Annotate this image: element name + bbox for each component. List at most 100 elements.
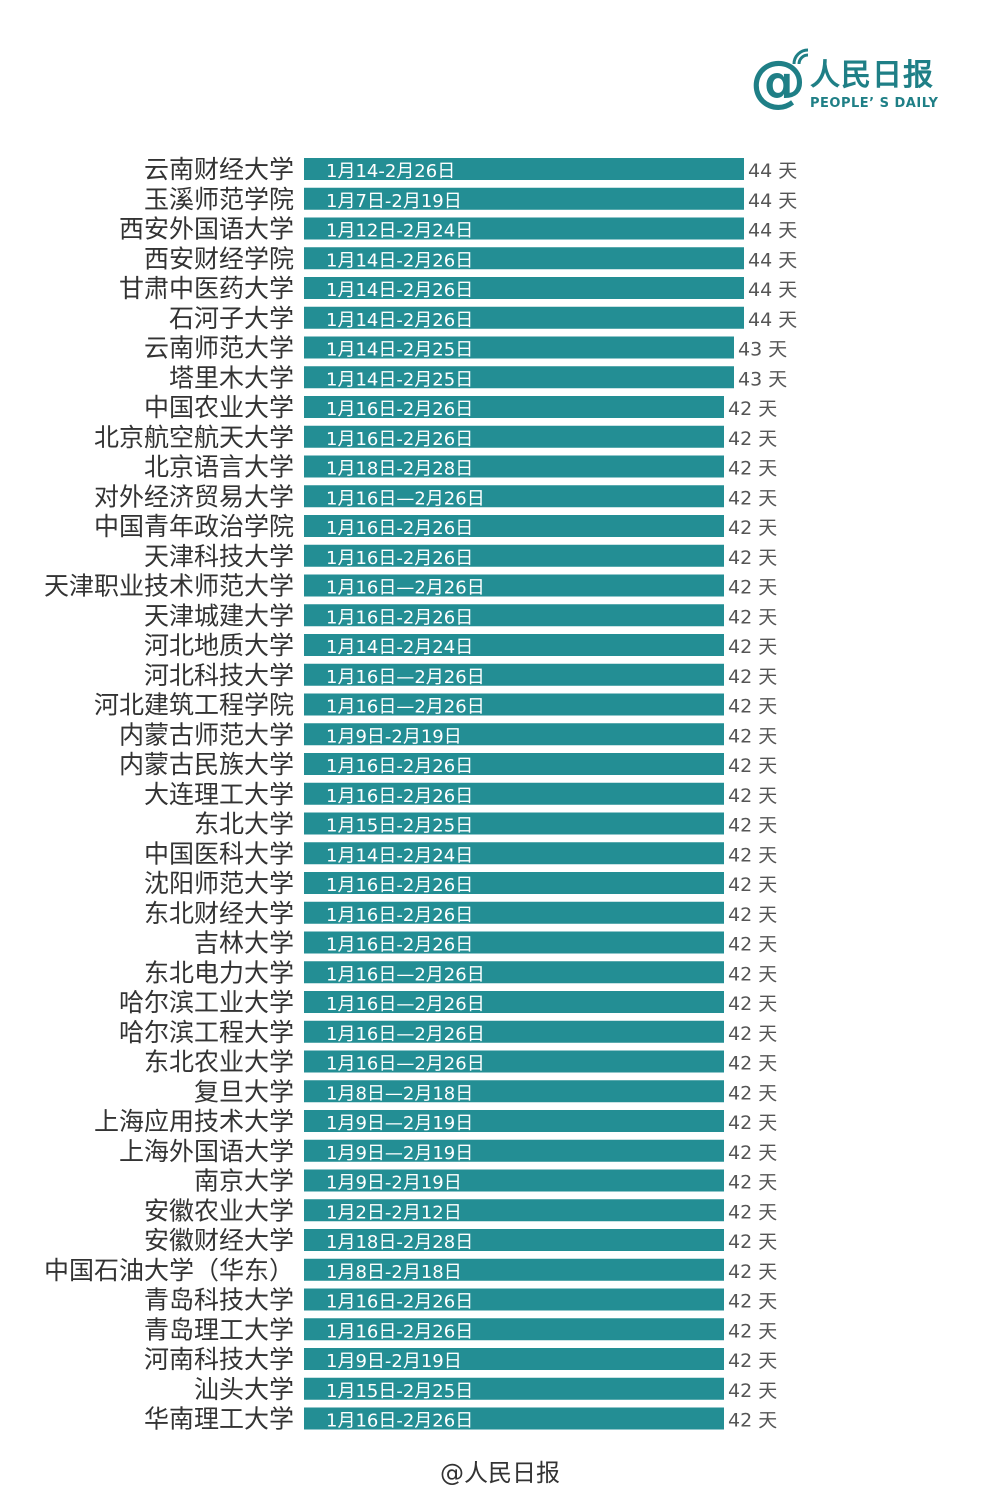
category-label: 哈尔滨工业大学 bbox=[119, 988, 294, 1017]
value-label: 42 天 bbox=[728, 487, 777, 509]
bar bbox=[304, 1348, 724, 1370]
category-label: 云南师范大学 bbox=[144, 334, 294, 363]
date-range-label: 1月16日-2月26日 bbox=[326, 548, 473, 569]
date-range-label: 1月14日-2月26日 bbox=[326, 280, 473, 301]
bar bbox=[304, 1199, 724, 1222]
category-label: 东北大学 bbox=[194, 810, 294, 839]
category-label: 天津科技大学 bbox=[144, 542, 294, 571]
bar bbox=[304, 1020, 724, 1043]
bar bbox=[304, 396, 724, 418]
bar bbox=[304, 277, 744, 299]
category-label: 西安财经学院 bbox=[144, 244, 294, 273]
category-label: 哈尔滨工程大学 bbox=[119, 1018, 294, 1047]
bar bbox=[304, 217, 744, 240]
value-label: 42 天 bbox=[728, 547, 777, 569]
logo-name-en: PEOPLE’ S DAILY bbox=[810, 96, 939, 111]
category-label: 中国医科大学 bbox=[144, 839, 294, 868]
category-label: 东北农业大学 bbox=[144, 1048, 294, 1077]
value-label: 42 天 bbox=[728, 874, 777, 896]
category-label: 甘肃中医药大学 bbox=[119, 274, 294, 303]
category-label: 河北建筑工程学院 bbox=[94, 691, 294, 720]
date-range-label: 1月7日-2月19日 bbox=[326, 191, 462, 212]
category-label: 云南财经大学 bbox=[144, 155, 294, 184]
category-label: 青岛理工大学 bbox=[144, 1315, 294, 1344]
value-label: 42 天 bbox=[728, 1410, 777, 1432]
value-label: 42 天 bbox=[728, 1142, 777, 1164]
bar bbox=[304, 1080, 724, 1103]
category-label: 玉溪师范学院 bbox=[144, 185, 294, 214]
logo-at-mark: @ bbox=[750, 49, 806, 114]
category-label: 沈阳师范大学 bbox=[144, 869, 294, 898]
date-range-label: 1月16日-2月26日 bbox=[326, 905, 473, 926]
value-label: 42 天 bbox=[728, 963, 777, 985]
date-range-label: 1月14日-2月24日 bbox=[326, 637, 473, 658]
value-label: 42 天 bbox=[728, 844, 777, 866]
value-label: 42 天 bbox=[728, 636, 777, 658]
date-range-label: 1月14日-2月24日 bbox=[326, 845, 473, 866]
category-label: 青岛科技大学 bbox=[144, 1286, 294, 1315]
date-range-label: 1月16日-2月26日 bbox=[326, 756, 473, 777]
category-label: 内蒙古师范大学 bbox=[119, 720, 294, 749]
bar bbox=[304, 544, 724, 567]
date-range-label: 1月14日-2月25日 bbox=[326, 340, 473, 361]
value-label: 42 天 bbox=[728, 1350, 777, 1372]
bar bbox=[304, 1258, 724, 1281]
category-label: 中国农业大学 bbox=[144, 393, 294, 422]
value-label: 43 天 bbox=[738, 339, 787, 361]
bar bbox=[304, 574, 724, 597]
date-range-label: 1月16日—2月26日 bbox=[326, 578, 485, 599]
value-label: 42 天 bbox=[728, 696, 777, 718]
category-label: 上海应用技术大学 bbox=[94, 1107, 294, 1136]
category-label: 大连理工大学 bbox=[144, 780, 294, 809]
category-label: 塔里木大学 bbox=[169, 363, 294, 392]
date-range-label: 1月14日-2月25日 bbox=[326, 369, 473, 390]
date-range-label: 1月16日-2月26日 bbox=[326, 399, 473, 420]
category-label: 安徽财经大学 bbox=[144, 1226, 294, 1255]
value-label: 42 天 bbox=[728, 458, 777, 480]
category-label: 南京大学 bbox=[194, 1167, 294, 1196]
category-label: 北京语言大学 bbox=[144, 453, 294, 482]
date-range-label: 1月9日-2月19日 bbox=[326, 1351, 462, 1372]
date-range-label: 1月18日-2月28日 bbox=[326, 1232, 473, 1253]
date-range-label: 1月16日-2月26日 bbox=[326, 875, 473, 896]
value-label: 44 天 bbox=[748, 309, 797, 331]
bar bbox=[304, 842, 724, 865]
bar bbox=[304, 1110, 724, 1132]
bar bbox=[304, 1318, 724, 1341]
date-range-label: 1月16日—2月26日 bbox=[326, 667, 485, 688]
bar bbox=[304, 693, 724, 716]
value-label: 42 天 bbox=[728, 1291, 777, 1313]
value-label: 42 天 bbox=[728, 1380, 777, 1402]
bar bbox=[304, 634, 724, 656]
bar bbox=[304, 336, 734, 359]
date-range-label: 1月16日—2月26日 bbox=[326, 994, 485, 1015]
value-label: 43 天 bbox=[738, 368, 787, 390]
value-label: 42 天 bbox=[728, 1053, 777, 1075]
category-label: 天津城建大学 bbox=[144, 601, 294, 630]
value-label: 42 天 bbox=[728, 1320, 777, 1342]
date-range-label: 1月16日-2月26日 bbox=[326, 786, 473, 807]
bar bbox=[304, 306, 744, 329]
value-label: 42 天 bbox=[728, 1201, 777, 1223]
bar bbox=[304, 1377, 724, 1400]
value-label: 44 天 bbox=[748, 220, 797, 242]
bar bbox=[304, 1288, 724, 1311]
value-label: 42 天 bbox=[728, 934, 777, 956]
value-label: 42 天 bbox=[728, 577, 777, 599]
date-range-label: 1月15日-2月25日 bbox=[326, 816, 473, 837]
date-range-label: 1月16日—2月26日 bbox=[326, 697, 485, 718]
bar bbox=[304, 991, 724, 1013]
category-label: 安徽农业大学 bbox=[144, 1196, 294, 1225]
bar bbox=[304, 782, 724, 805]
bar bbox=[304, 1139, 724, 1162]
category-label: 中国石油大学（华东） bbox=[44, 1256, 294, 1285]
value-label: 42 天 bbox=[728, 755, 777, 777]
value-label: 44 天 bbox=[748, 279, 797, 301]
category-label: 天津职业技术师范大学 bbox=[44, 572, 294, 601]
value-label: 42 天 bbox=[728, 904, 777, 926]
bar bbox=[304, 187, 744, 210]
value-label: 42 天 bbox=[728, 606, 777, 628]
date-range-label: 1月16日-2月26日 bbox=[326, 935, 473, 956]
date-range-label: 1月9日-2月19日 bbox=[326, 726, 462, 747]
value-label: 42 天 bbox=[728, 725, 777, 747]
